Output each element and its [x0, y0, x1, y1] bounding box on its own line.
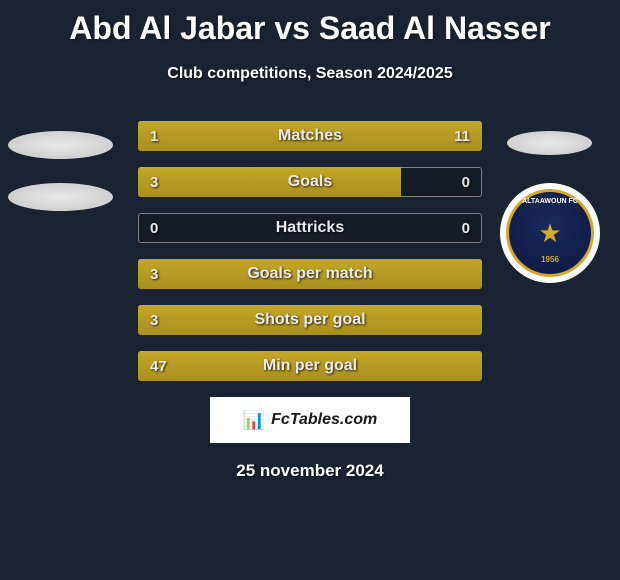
- player1-badge-1: [8, 131, 113, 159]
- comparison-chart: ALTAAWOUN FC ★ 1956 111Matches 30Goals 00H…: [0, 121, 620, 381]
- stat-label: Goals per match: [138, 259, 482, 289]
- club-logo-star-icon: ★: [538, 220, 561, 246]
- stat-label: Shots per goal: [138, 305, 482, 335]
- stat-row: 111Matches: [138, 121, 482, 151]
- stat-bars: 111Matches 30Goals 00Hattricks 3Goals per m…: [138, 121, 482, 381]
- watermark-text: FcTables.com: [271, 411, 377, 429]
- club-logo-year: 1956: [541, 255, 559, 264]
- subtitle: Club competitions, Season 2024/2025: [0, 65, 620, 83]
- date-label: 25 november 2024: [0, 461, 620, 481]
- stat-label: Hattricks: [138, 213, 482, 243]
- stat-label: Min per goal: [138, 351, 482, 381]
- club-logo-name: ALTAAWOUN FC: [522, 198, 578, 205]
- stat-label: Matches: [138, 121, 482, 151]
- stat-row: 3Shots per goal: [138, 305, 482, 335]
- page-title: Abd Al Jabar vs Saad Al Nasser: [0, 0, 620, 47]
- stat-row: 3Goals per match: [138, 259, 482, 289]
- stat-row: 30Goals: [138, 167, 482, 197]
- stat-label: Goals: [138, 167, 482, 197]
- stat-row: 00Hattricks: [138, 213, 482, 243]
- player2-badge-1: [507, 131, 592, 155]
- stat-row: 47Min per goal: [138, 351, 482, 381]
- watermark-icon: 📊: [243, 410, 265, 431]
- player1-badge-2: [8, 183, 113, 211]
- watermark: 📊 FcTables.com: [210, 397, 410, 443]
- player2-club-logo: ALTAAWOUN FC ★ 1956: [500, 183, 600, 283]
